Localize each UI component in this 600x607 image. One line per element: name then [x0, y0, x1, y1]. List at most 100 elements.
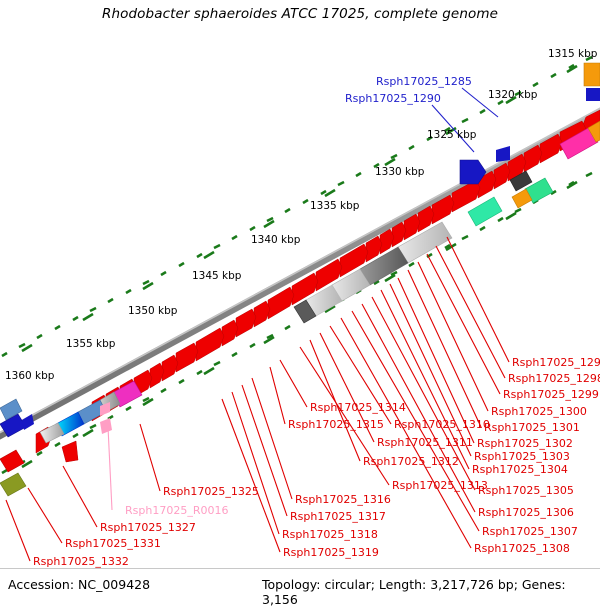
leader-line — [251, 377, 293, 500]
feature-cds[interactable] — [253, 300, 271, 328]
leader-line-pink — [107, 426, 113, 511]
feature-cds[interactable] — [431, 194, 455, 225]
feature-box[interactable] — [0, 449, 25, 473]
axis-tick-label: 1335 kbp — [310, 200, 360, 212]
feature-cds[interactable] — [391, 221, 407, 248]
leader-line — [231, 391, 280, 535]
gene-label[interactable]: Rsph17025_1315 — [288, 418, 384, 431]
feature-cds[interactable] — [195, 327, 225, 362]
leader-line-blue — [431, 104, 475, 153]
feature-cds[interactable] — [365, 235, 383, 263]
axis-tick-label: 1315 kbp — [548, 48, 598, 60]
leader-line — [389, 283, 472, 457]
gene-label[interactable]: Rsph17025_1302 — [477, 437, 573, 450]
feature-box[interactable] — [583, 62, 600, 87]
feature-box[interactable] — [0, 472, 27, 497]
gene-label[interactable]: Rsph17025_1298 — [508, 372, 600, 385]
feature-arrow[interactable] — [100, 418, 112, 434]
gene-label[interactable]: Rsph17025_1299 — [503, 388, 599, 401]
feature-cds[interactable] — [493, 162, 511, 190]
gene-label[interactable]: Rsph17025_1285 — [376, 75, 472, 88]
scale-ticks-upper — [1, 55, 593, 358]
accession-text: Accession: NC_009428 — [8, 577, 151, 592]
leader-line — [241, 384, 288, 517]
gene-label[interactable]: Rsph17025_1301 — [484, 421, 580, 434]
feature-box[interactable] — [0, 398, 23, 421]
gene-label[interactable]: Rsph17025_1331 — [65, 537, 161, 550]
feature-box[interactable] — [39, 422, 65, 444]
leader-line — [329, 325, 392, 425]
gene-label[interactable]: Rsph17025_1311 — [377, 436, 473, 449]
gene-label[interactable]: Rsph17025_1306 — [478, 506, 574, 519]
feature-cds[interactable] — [161, 354, 179, 382]
gene-label[interactable]: Rsph17025_1312 — [363, 455, 459, 468]
gene-label[interactable]: Rsph17025_1308 — [474, 542, 570, 555]
leader-line — [340, 317, 472, 549]
features-forward-strand[interactable] — [0, 62, 600, 454]
feature-box[interactable] — [587, 120, 600, 143]
gene-label[interactable]: Rsph17025_1316 — [295, 493, 391, 506]
leader-line-blue — [461, 87, 499, 118]
gene-label[interactable]: Rsph17025_1303 — [474, 450, 570, 463]
gene-label[interactable]: Rsph17025_1318 — [282, 528, 378, 541]
gene-label[interactable]: Rsph17025_1297 — [512, 356, 600, 369]
gene-labels-pink-group[interactable]: Rsph17025_R0016 — [125, 504, 228, 517]
feature-cds[interactable] — [403, 213, 421, 241]
feature-arrow[interactable] — [61, 440, 79, 463]
feature-arrow[interactable] — [22, 414, 34, 430]
leader-line — [417, 261, 489, 412]
gene-label[interactable]: Rsph17025_1305 — [478, 484, 574, 497]
feature-box[interactable] — [559, 126, 599, 160]
feature-cds[interactable] — [235, 308, 257, 338]
gene-label[interactable]: Rsph17025_1319 — [283, 546, 379, 559]
feature-arrow[interactable] — [100, 402, 110, 416]
gene-label[interactable]: Rsph17025_1332 — [33, 555, 129, 568]
feature-box[interactable] — [467, 196, 503, 227]
axis-tick-label: 1320 kbp — [488, 89, 538, 101]
gene-label[interactable]: Rsph17025_1317 — [290, 510, 386, 523]
leader-line — [435, 245, 506, 379]
feature-cds[interactable] — [523, 144, 543, 173]
gene-labels-red-group[interactable]: Rsph17025_1297 Rsph17025_1298 Rsph17025_12… — [33, 356, 600, 568]
scale-ticks-lower — [1, 171, 593, 475]
gene-labels-blue-group[interactable]: Rsph17025_1285 Rsph17025_1290 — [345, 75, 472, 105]
gene-label[interactable]: Rsph17025_1314 — [310, 401, 406, 414]
feature-box[interactable] — [293, 299, 317, 324]
axis-tick-label: 1345 kbp — [192, 270, 242, 282]
gene-label[interactable]: Rsph17025_1327 — [100, 521, 196, 534]
feature-cds[interactable] — [339, 243, 369, 278]
leader-line — [269, 366, 286, 425]
leader-line — [221, 398, 281, 553]
axis-tick-label: 1355 kbp — [66, 338, 116, 350]
gene-label[interactable]: Rsph17025_1290 — [345, 92, 441, 105]
gene-label[interactable]: Rsph17025_1300 — [491, 405, 587, 418]
feature-cds[interactable] — [175, 342, 199, 373]
gene-label[interactable]: Rsph17025_1304 — [472, 463, 568, 476]
feature-cds[interactable] — [507, 153, 527, 182]
page-title: Rhodobacter sphaeroides ATCC 17025, comp… — [102, 6, 498, 22]
feature-cds[interactable] — [417, 205, 435, 233]
feature-arrow[interactable] — [586, 88, 600, 101]
feature-cds[interactable] — [267, 286, 295, 320]
leader-line — [397, 277, 475, 444]
feature-cds[interactable] — [539, 133, 563, 164]
leader-line — [5, 499, 31, 562]
feature-box[interactable] — [511, 188, 533, 209]
feature-cds[interactable] — [379, 228, 395, 255]
gene-label[interactable]: Rsph17025_1310 — [394, 418, 490, 431]
feature-pentagon[interactable] — [459, 159, 487, 185]
leader-line — [361, 303, 476, 513]
feature-cds[interactable] — [221, 319, 239, 347]
gene-label[interactable]: Rsph17025_1325 — [163, 485, 259, 498]
gene-label[interactable]: Rsph17025_1307 — [482, 525, 578, 538]
feature-cds[interactable] — [315, 258, 343, 292]
topology-text: Topology: circular; Length: 3,217,726 bp… — [262, 577, 566, 607]
feature-arrow[interactable] — [496, 146, 510, 162]
feature-cds[interactable] — [291, 272, 319, 306]
gene-label-rna[interactable]: Rsph17025_R0016 — [125, 504, 228, 517]
feature-box[interactable] — [509, 170, 533, 192]
feature-cds[interactable] — [149, 362, 165, 389]
features-reverse-strand[interactable] — [0, 170, 554, 497]
genome-map-canvas[interactable]: 1315 kbp 1320 kbp 1325 kbp 1330 kbp 1335 kbp… — [0, 0, 600, 568]
gene-label[interactable]: Rsph17025_1313 — [392, 479, 488, 492]
